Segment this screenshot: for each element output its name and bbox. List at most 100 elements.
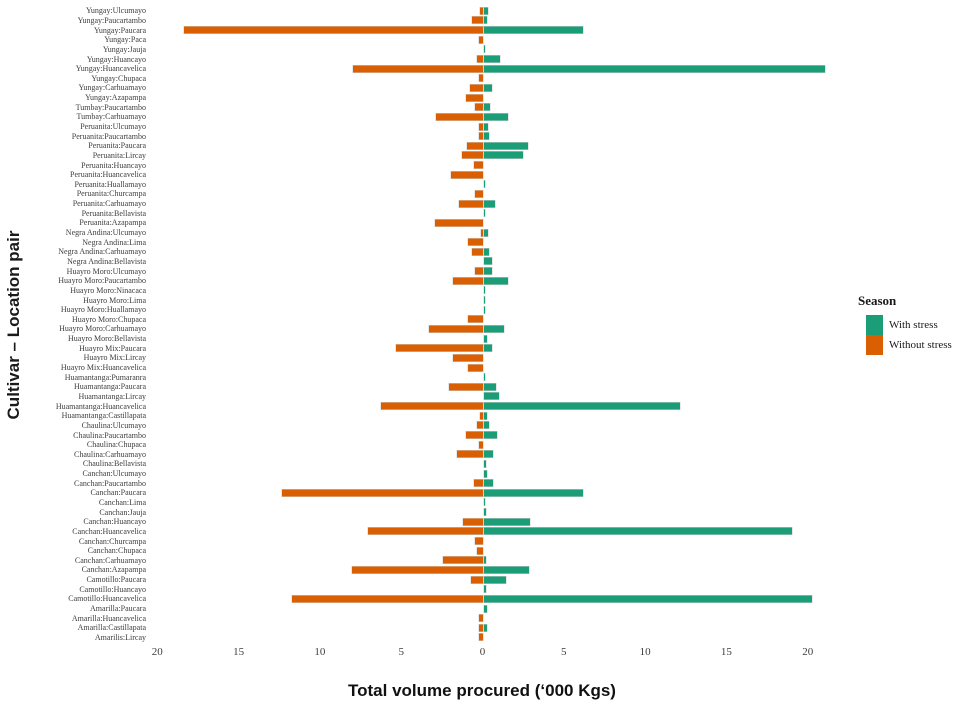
- row-panel: [149, 546, 853, 556]
- bar-without-stress: [471, 576, 484, 584]
- category-label: Amarilla:Castillapata: [77, 623, 146, 633]
- row-panel: [149, 305, 853, 315]
- chart-row: Huayro Moro:Huallamayo: [0, 305, 853, 315]
- bar-without-stress: [475, 267, 484, 275]
- category-label: Yungay:Paca: [104, 35, 146, 45]
- x-tick-label: 15: [233, 646, 245, 658]
- bar-with-stress: [483, 518, 530, 526]
- category-label: Yungay:Huancavelica: [75, 64, 146, 74]
- row-panel: [149, 6, 853, 16]
- chart-row: Canchan:Paucartambo: [0, 478, 853, 488]
- chart-row: Amarilis:Lircay: [0, 633, 853, 643]
- chart-row: Huayro Moro:Ninacaca: [0, 286, 853, 296]
- chart-row: Chaulina:Chupaca: [0, 440, 853, 450]
- bar-with-stress: [483, 267, 493, 275]
- category-label: Huayro Moro:Paucartambo: [58, 276, 146, 286]
- bar-without-stress: [453, 277, 484, 285]
- row-panel: [149, 382, 853, 392]
- bar-without-stress: [470, 84, 484, 92]
- bar-with-stress: [483, 624, 487, 632]
- category-label: Negra Andina:Ulcumayo: [65, 228, 146, 238]
- bar-with-stress: [483, 200, 495, 208]
- row-panel: [149, 556, 853, 566]
- category-label: Huamantanga:Lircay: [78, 391, 146, 401]
- row-panel: [149, 343, 853, 353]
- bar-without-stress: [468, 315, 484, 323]
- chart-row: Canchan:Ulcumayo: [0, 469, 853, 479]
- bar-without-stress: [368, 527, 484, 535]
- chart-row: Canchan:Chupaca: [0, 546, 853, 556]
- category-label: Negra Andina:Bellavista: [67, 256, 146, 266]
- chart-row: Tumbay:Paucartambo: [0, 102, 853, 112]
- row-panel: [149, 151, 853, 161]
- chart-row: Yungay:Chupaca: [0, 73, 853, 83]
- chart-row: Huayro Moro:Bellavista: [0, 334, 853, 344]
- row-panel: [149, 102, 853, 112]
- bar-with-stress: [483, 470, 487, 478]
- chart-row: Yungay:Paca: [0, 35, 853, 45]
- bar-with-stress: [483, 229, 489, 237]
- row-panel: [149, 160, 853, 170]
- legend: Season With stress Without stress: [858, 293, 962, 355]
- row-panel: [149, 430, 853, 440]
- row-panel: [149, 488, 853, 498]
- category-label: Canchan:Huancavelica: [72, 526, 146, 536]
- bar-without-stress: [480, 7, 484, 15]
- x-axis-title: Total volume procured (‘000 Kgs): [348, 681, 616, 700]
- with-stress-swatch: [866, 315, 883, 335]
- category-label: Canchan:Chupaca: [87, 546, 146, 556]
- chart-row: Huamantanga:Lircay: [0, 392, 853, 402]
- row-panel: [149, 45, 853, 55]
- bar-with-stress: [483, 123, 488, 130]
- bar-without-stress: [429, 325, 484, 333]
- bar-with-stress: [483, 556, 486, 564]
- bar-without-stress: [442, 556, 484, 564]
- bar-with-stress: [483, 325, 504, 333]
- category-label: Canchan:Paucara: [90, 488, 146, 498]
- category-label: Peruanita:Huancavelica: [70, 170, 146, 180]
- row-panel: [149, 266, 853, 276]
- category-label: Negra Andina:Carhuamayo: [58, 247, 146, 257]
- bar-without-stress: [473, 479, 484, 487]
- bar-with-stress: [483, 421, 490, 429]
- chart-row: Yungay:Ulcumayo: [0, 6, 853, 16]
- row-panel: [149, 440, 853, 450]
- chart-row: Peruanita:Huallamayo: [0, 180, 853, 190]
- x-tick-label: 5: [561, 646, 567, 658]
- category-label: Canchan:Paucartambo: [74, 478, 146, 488]
- bar-with-stress: [483, 180, 486, 188]
- row-panel: [149, 565, 853, 575]
- row-panel: [149, 286, 853, 296]
- row-panel: [149, 421, 853, 431]
- bar-with-stress: [483, 498, 486, 506]
- row-panel: [149, 459, 853, 469]
- row-panel: [149, 478, 853, 488]
- category-label: Camotillo:Huancavelica: [68, 594, 146, 604]
- category-label: Peruanita:Churcampa: [76, 189, 146, 199]
- chart-row: Negra Andina:Ulcumayo: [0, 228, 853, 238]
- bar-with-stress: [483, 566, 530, 574]
- bar-with-stress: [483, 335, 487, 343]
- category-label: Huayro Moro:Huallamayo: [60, 305, 146, 315]
- x-tick-label: 20: [802, 646, 814, 658]
- row-panel: [149, 199, 853, 209]
- bar-without-stress: [436, 113, 484, 121]
- category-label: Huayro Moro:Bellavista: [68, 334, 146, 344]
- chart-row: Negra Andina:Lima: [0, 237, 853, 247]
- row-panel: [149, 228, 853, 238]
- bar-with-stress: [483, 431, 497, 439]
- row-panel: [149, 392, 853, 402]
- category-label: Canchan:Lima: [98, 497, 146, 507]
- chart-row: Huamantanga:Pumaranra: [0, 372, 853, 382]
- chart-row: Huayro Mix:Lircay: [0, 353, 853, 363]
- category-label: Canchan:Churcampa: [78, 536, 146, 546]
- category-label: Chaulina:Carhuamayo: [74, 449, 146, 459]
- bar-with-stress: [483, 7, 489, 15]
- row-panel: [149, 141, 853, 151]
- row-panel: [149, 604, 853, 614]
- category-label: Amarilla:Paucara: [90, 604, 146, 614]
- bar-without-stress: [468, 238, 484, 246]
- bar-with-stress: [483, 65, 825, 73]
- legend-entry-without-stress: Without stress: [858, 335, 962, 355]
